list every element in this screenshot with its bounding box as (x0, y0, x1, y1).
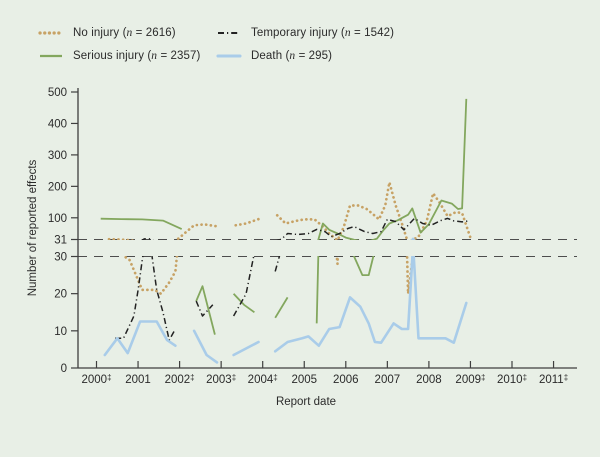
y-tick-label: 30 (54, 252, 67, 264)
temporary-injury-dashdot-line-icon (218, 32, 240, 34)
series-line-no-injury (121, 256, 415, 296)
x-tick-label: 2010‡ (497, 373, 527, 386)
no-injury-dotted-line-icon (38, 31, 64, 35)
x-tick-label: 2011‡ (539, 373, 568, 386)
x-tick-label: 2006 (333, 374, 359, 386)
series-line-serious-injury (100, 98, 468, 240)
y-tick-label: 400 (48, 118, 67, 130)
legend-n-var: n (344, 27, 351, 39)
series-line-serious-injury (195, 256, 375, 335)
legend-n-value: = 2616) (132, 27, 176, 39)
y-tick-label: 100 (48, 213, 67, 225)
x-tick-label: 2002‡ (165, 373, 195, 386)
y-tick-label: 500 (48, 87, 67, 99)
x-tick-label: 2007 (375, 374, 401, 386)
legend-n-value: = 2357) (157, 50, 201, 62)
legend-text: Death ( (251, 50, 290, 62)
legend-item-serious-injury: Serious injury (n = 2357) (38, 49, 200, 63)
legend-text: No injury ( (73, 27, 127, 39)
x-tick-label: 2008 (416, 374, 442, 386)
x-tick-label: 2003‡ (206, 373, 236, 386)
series-lines (100, 98, 472, 364)
x-tick-label: 2005 (291, 374, 317, 386)
legend-label-death: Death (n = 295) (251, 50, 332, 62)
x-axis-title: Report date (276, 396, 336, 408)
y-tick-label: 31 (54, 235, 67, 247)
tick-marks (71, 91, 555, 369)
y-tick-label: 300 (48, 150, 67, 162)
x-tick-label: 2000‡ (81, 373, 111, 386)
legend-label-no-injury: No injury (n = 2616) (73, 27, 176, 39)
legend-n-value: = 295) (295, 50, 333, 62)
legend-n-value: = 1542) (350, 27, 395, 39)
y-tick-label: 200 (48, 181, 67, 193)
legend-item-temporary-injury: Temporary injury (n = 1542) (216, 26, 394, 40)
axes (77, 88, 577, 369)
legend-item-no-injury: No injury (n = 2616) (38, 26, 176, 40)
serious-injury-solid-line-icon (40, 54, 62, 58)
y-tick-label: 10 (54, 326, 67, 338)
legend-text: Serious injury ( (73, 50, 152, 62)
legend-n-var: n (289, 50, 296, 62)
legend-label-temporary-injury: Temporary injury (n = 1542) (251, 27, 394, 39)
legend-label-serious-injury: Serious injury (n = 2357) (73, 50, 200, 62)
legend-n-var: n (126, 27, 133, 39)
series-line-death (410, 237, 416, 240)
y-tick-label: 20 (54, 289, 67, 301)
series-line-temporary-injury (115, 256, 281, 341)
legend-text: Temporary injury ( (251, 27, 345, 39)
series-line-no-injury (107, 180, 472, 240)
y-axis-title: Number of reported effects (27, 159, 39, 296)
death-solid-line-icon (216, 54, 242, 58)
tick-labels: 31 100 200 300 400 500 0 10 20 30 2000‡ 2001 2002‡ 20… (48, 87, 568, 386)
legend-n-var: n (151, 50, 158, 62)
x-tick-label: 2001 (125, 374, 151, 386)
series-line-death (103, 256, 468, 364)
legend-item-death: Death (n = 295) (216, 49, 332, 63)
x-tick-label: 2009‡ (455, 373, 485, 386)
y-tick-label: 0 (61, 363, 67, 375)
x-tick-label: 2004‡ (248, 373, 278, 386)
